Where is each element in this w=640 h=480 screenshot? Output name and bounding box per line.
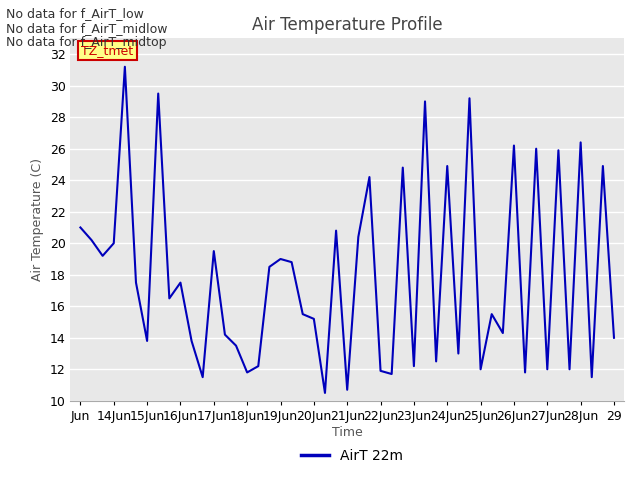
Text: No data for f_AirT_midlow: No data for f_AirT_midlow [6, 22, 168, 35]
X-axis label: Time: Time [332, 426, 363, 439]
Y-axis label: Air Temperature (C): Air Temperature (C) [31, 158, 44, 281]
Text: No data for f_AirT_low: No data for f_AirT_low [6, 7, 144, 20]
Title: Air Temperature Profile: Air Temperature Profile [252, 16, 442, 34]
Legend: AirT 22m: AirT 22m [296, 443, 408, 468]
Text: No data for f_AirT_midtop: No data for f_AirT_midtop [6, 36, 167, 49]
Text: TZ_tmet: TZ_tmet [81, 44, 134, 57]
